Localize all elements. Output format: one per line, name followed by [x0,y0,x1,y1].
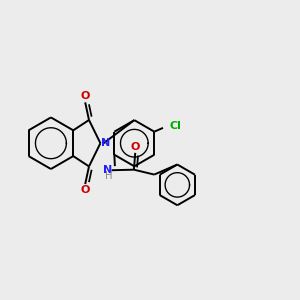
Text: O: O [130,142,140,152]
Text: O: O [80,185,90,195]
Text: O: O [80,92,90,101]
Text: H: H [105,171,112,181]
Text: N: N [103,165,112,175]
Text: N: N [101,138,110,148]
Text: Cl: Cl [169,121,181,131]
